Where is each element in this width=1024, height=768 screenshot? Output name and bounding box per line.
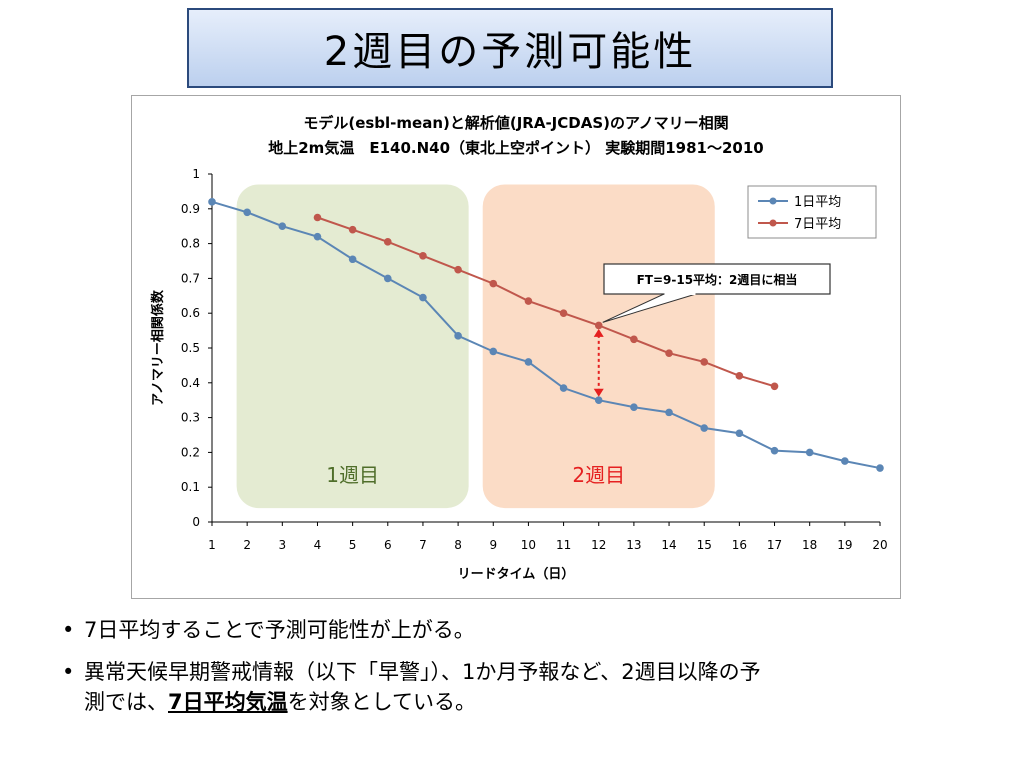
x-tick-label: 16: [732, 538, 747, 552]
bullet-dot: •: [62, 618, 75, 642]
series-1-point: [770, 446, 779, 455]
x-tick-label: 7: [419, 538, 427, 552]
y-tick-label: 0.1: [181, 480, 200, 494]
series-1-point: [419, 293, 427, 302]
y-tick-label: 0.7: [181, 271, 200, 285]
x-tick-label: 4: [314, 538, 322, 552]
series-2-point: [313, 213, 322, 222]
x-tick-label: 8: [454, 538, 462, 552]
x-tick-label: 1: [208, 538, 216, 552]
x-tick-label: 6: [384, 538, 392, 552]
difference-arrow-head-up: [593, 328, 604, 337]
bullet-text-2-pre: 異常天候早期警戒情報（以下「早警」）、1か月予報など、2週目以降の予: [84, 660, 761, 684]
series-1-point: [876, 464, 884, 472]
x-tick-label: 10: [521, 538, 536, 552]
series-2-point: [383, 238, 392, 246]
x-tick-label: 13: [626, 538, 641, 552]
y-tick-label: 0.9: [181, 202, 200, 216]
slide-title-box: 2週目の予測可能性: [187, 8, 833, 88]
legend-label-1: 1日平均: [794, 195, 841, 210]
chart-frame: 1週目 2週目 モデル(esbl-mean)と解析値(JRA-JCDAS)のアノマリ…: [131, 95, 901, 599]
series-1-point: [665, 408, 673, 417]
series-1-point: [489, 347, 498, 356]
series-2-point: [419, 251, 427, 260]
series-1-point: [278, 222, 287, 230]
legend-box: [747, 185, 877, 239]
legend-label-2: 7日平均: [794, 217, 841, 232]
bullet-list: • 7日平均することで予測可能性が上がる。 • 異常天候早期警戒情報（以下「早警…: [62, 615, 1002, 729]
series-1-point: [348, 255, 357, 264]
x-tick-label: 5: [349, 538, 357, 552]
y-tick-label: 0.4: [181, 376, 200, 390]
series-1-point: [735, 429, 744, 438]
week-region-label-2: 2週目: [572, 463, 625, 487]
y-tick-label: 0.5: [181, 341, 200, 355]
series-2-point: [489, 279, 498, 288]
series-2-point: [770, 382, 779, 391]
x-axis-label: リードタイム（日）: [458, 566, 575, 582]
series-2-point: [559, 309, 568, 317]
bullet-item-2: • 異常天候早期警戒情報（以下「早警」）、1か月予報など、2週目以降の予 測では…: [62, 657, 1002, 717]
series-1-point: [313, 232, 322, 241]
series-1-point: [594, 396, 603, 405]
series-2-point: [665, 349, 673, 358]
week-region-label-1: 1週目: [326, 463, 379, 487]
bullet-text-2-line2: 測では、: [84, 690, 168, 714]
y-tick-label: 0.3: [181, 411, 200, 425]
callout-text: FT=9-15平均：2週目に相当: [637, 272, 798, 287]
chart-subtitle: 地上2m気温 E140.N40（東北上空ポイント） 実験期間1981～2010: [268, 139, 763, 157]
x-tick-label: 9: [489, 538, 497, 552]
callout-box: [603, 263, 831, 295]
bullet-dot: •: [62, 660, 75, 684]
bullet-text-2-post: を対象としている。: [287, 690, 476, 714]
series-1-point: [630, 403, 638, 411]
y-tick-label: 0.6: [181, 306, 200, 320]
y-tick-label: 0: [192, 515, 200, 529]
bullet-text-1: 7日平均することで予測可能性が上がる。: [84, 618, 475, 642]
series-2-point: [594, 321, 603, 330]
y-tick-label: 0.2: [181, 445, 200, 459]
series-2-point: [454, 265, 462, 274]
chart-title: モデル(esbl-mean)と解析値(JRA-JCDAS)のアノマリー相関: [303, 114, 728, 132]
bullet-item-1: • 7日平均することで予測可能性が上がる。: [62, 615, 1002, 645]
x-tick-label: 17: [767, 538, 782, 552]
series-1-point: [559, 384, 568, 392]
series-line-1: [211, 200, 881, 470]
legend-swatch-marker: [769, 197, 777, 205]
week-region-1: [236, 184, 469, 509]
series-1-point: [454, 332, 462, 340]
series-1-point: [524, 358, 533, 366]
y-tick-label: 0.8: [181, 237, 200, 251]
y-axis-label: アノマリー相関係数: [150, 289, 166, 406]
x-tick-label: 11: [556, 538, 571, 552]
series-1-point: [208, 198, 216, 206]
series-1-point: [805, 448, 814, 457]
x-tick-label: 3: [278, 538, 286, 552]
x-tick-label: 20: [872, 538, 887, 552]
x-tick-label: 18: [802, 538, 817, 552]
bullet-emphasis: 7日平均気温: [168, 690, 288, 714]
legend-swatch-marker: [769, 219, 777, 227]
x-tick-label: 2: [243, 538, 251, 552]
series-1-point: [700, 424, 709, 432]
anomaly-correlation-chart: 1週目 2週目 モデル(esbl-mean)と解析値(JRA-JCDAS)のアノマリ…: [150, 114, 888, 582]
series-1-point: [841, 457, 849, 465]
series-2-point: [524, 297, 533, 305]
series-2-point: [348, 225, 357, 234]
series-2-point: [735, 372, 744, 380]
x-tick-label: 14: [661, 538, 676, 552]
series-2-point: [700, 358, 709, 366]
series-1-point: [383, 274, 392, 283]
difference-arrow-head-down: [593, 388, 604, 397]
week-region-2: [482, 184, 715, 509]
x-tick-label: 15: [697, 538, 712, 552]
slide-title: 2週目の予測可能性: [323, 29, 697, 75]
x-tick-label: 12: [591, 538, 606, 552]
series-line-2: [317, 216, 775, 388]
series-1-point: [243, 208, 251, 217]
y-tick-label: 1: [192, 167, 200, 181]
x-tick-label: 19: [837, 538, 852, 552]
series-2-point: [630, 335, 638, 344]
